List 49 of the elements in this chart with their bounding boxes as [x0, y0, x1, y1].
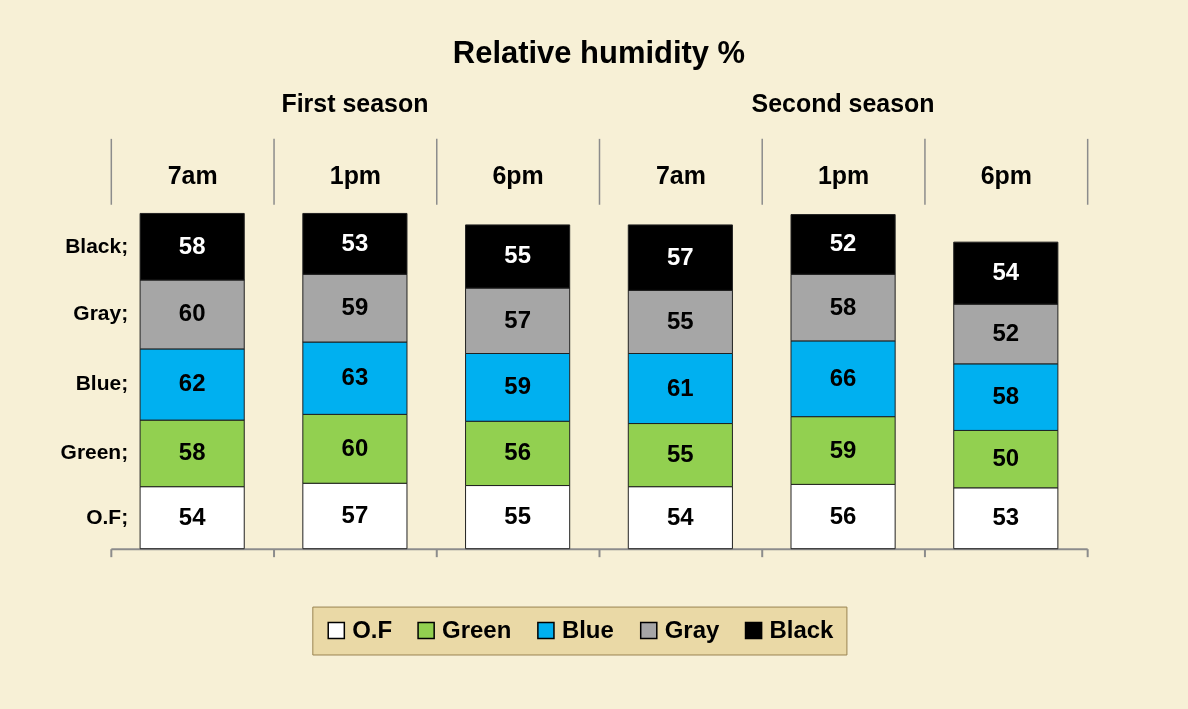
data-label: 61 [667, 373, 694, 401]
chart-title: Relative humidity % [452, 35, 746, 71]
data-label: 52 [992, 318, 1020, 346]
data-label: 57 [667, 242, 694, 270]
data-label: 59 [341, 293, 369, 321]
data-label: 53 [992, 503, 1020, 531]
legend-label: Gray [664, 615, 720, 643]
data-label: 53 [341, 228, 369, 256]
data-label: 60 [341, 433, 369, 461]
data-label: 59 [504, 372, 531, 400]
legend-label: O.F [352, 615, 393, 643]
data-label: 57 [504, 305, 531, 333]
data-label: 63 [341, 363, 369, 391]
x-tick-label: 6pm [492, 160, 544, 189]
data-label: 55 [667, 306, 694, 334]
annotation: O.F; [86, 504, 129, 528]
data-label: 60 [178, 299, 206, 327]
data-label: 56 [829, 501, 857, 529]
data-label: 57 [341, 500, 369, 528]
x-tick-label: 7am [167, 160, 218, 189]
x-tick-label: 1pm [329, 160, 382, 189]
x-tick-label: 7am [655, 160, 706, 189]
data-label: 52 [829, 229, 857, 257]
data-label: 58 [829, 292, 857, 320]
text: Second season [751, 89, 935, 118]
legend-label: Black [769, 615, 835, 643]
annotation: Black; [65, 233, 129, 257]
annotation: Gray; [73, 301, 129, 325]
data-label: 55 [504, 241, 531, 269]
data-label: 54 [992, 258, 1020, 286]
data-label: 56 [504, 438, 531, 466]
data-label: 58 [178, 438, 206, 466]
data-label: 54 [178, 502, 207, 530]
legend-label: Green [442, 615, 512, 643]
x-tick-label: 6pm [980, 160, 1032, 189]
annotation: Blue; [75, 371, 129, 395]
data-label: 58 [992, 382, 1020, 410]
text: First season [281, 89, 429, 118]
data-label: 62 [178, 369, 206, 397]
legend-label: Blue [561, 615, 614, 643]
data-label: 66 [829, 363, 857, 391]
x-tick-label: 1pm [817, 160, 870, 189]
data-label: 50 [992, 444, 1020, 472]
annotation: Green; [60, 440, 129, 464]
data-label: 58 [178, 231, 206, 259]
data-label: 55 [667, 440, 694, 468]
data-label: 59 [829, 435, 857, 463]
data-label: 54 [667, 502, 695, 530]
data-label: 55 [504, 502, 531, 530]
